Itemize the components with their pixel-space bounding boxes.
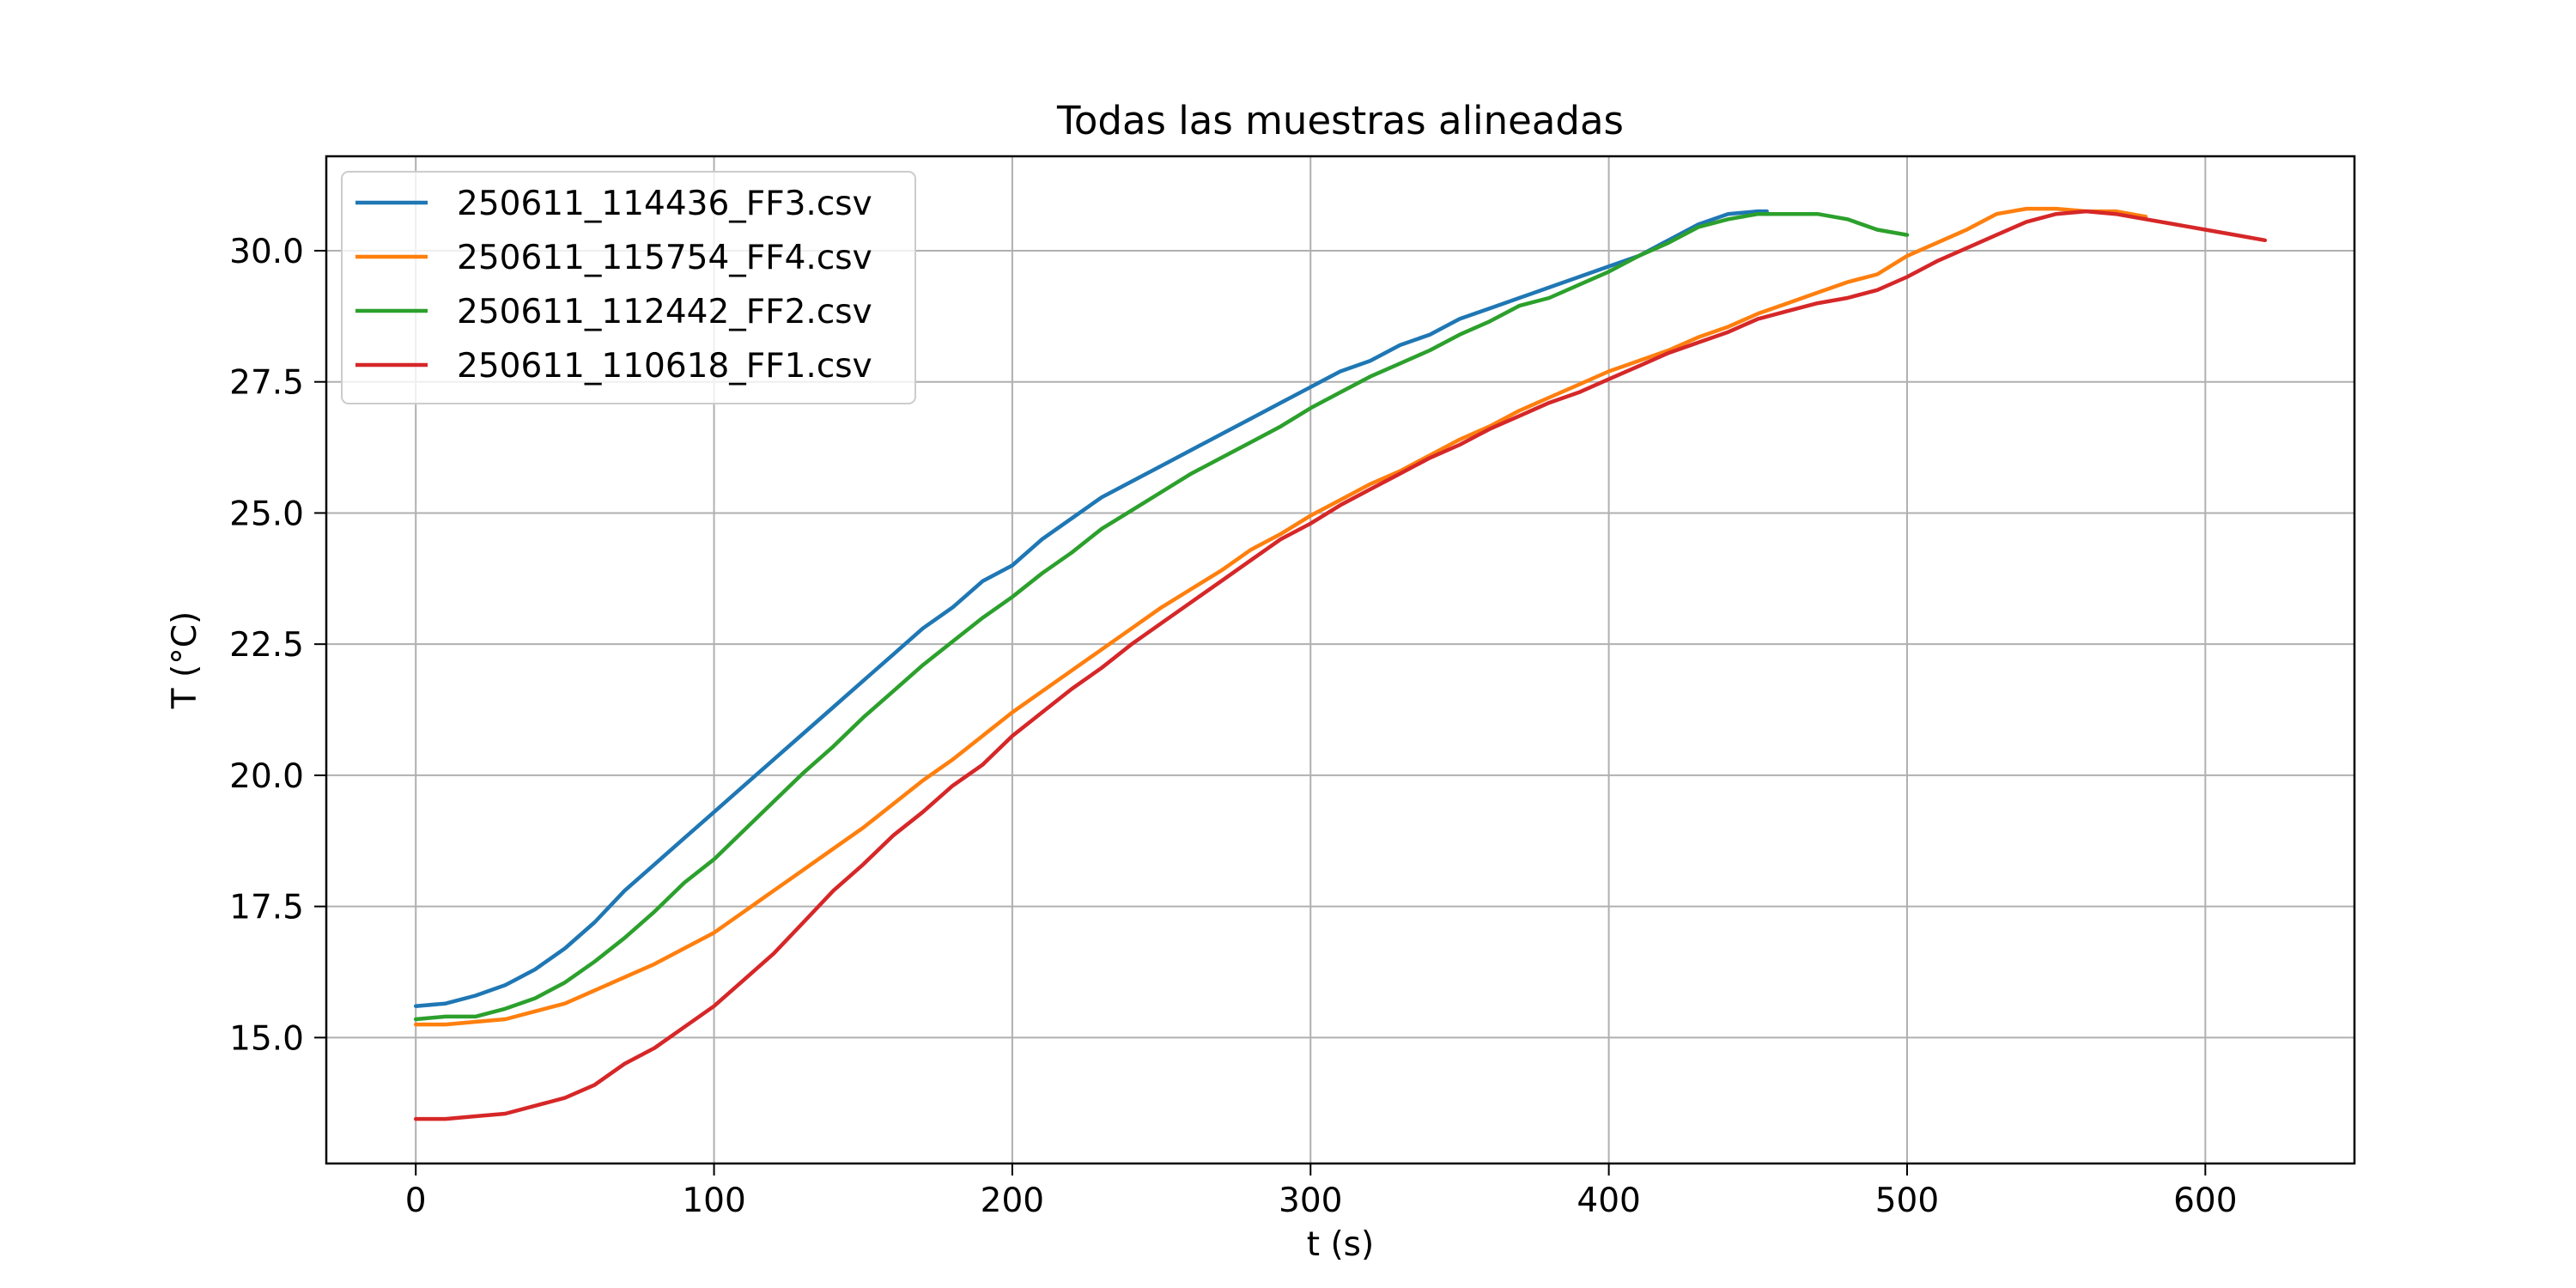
- y-tick-label: 27.5: [229, 364, 304, 403]
- series-line-3: [413, 211, 1910, 1022]
- y-tick-label: 20.0: [229, 757, 304, 796]
- legend-label-1: 250611_114436_FF3.csv: [457, 185, 872, 223]
- x-axis-label: t (s): [1307, 1225, 1374, 1264]
- y-tick-label: 22.5: [229, 626, 304, 665]
- legend-label-3: 250611_112442_FF2.csv: [457, 293, 872, 331]
- chart-title: Todas las muestras alineadas: [1056, 98, 1624, 143]
- y-tick-label: 15.0: [229, 1019, 304, 1058]
- y-tick-label: 25.0: [229, 495, 304, 533]
- y-tick-label: 17.5: [229, 889, 304, 927]
- x-tick-label: 600: [2173, 1182, 2237, 1220]
- legend-box: [341, 171, 916, 404]
- series-line-4: [413, 209, 2268, 1121]
- legend-label-2: 250611_115754_FF4.csv: [457, 239, 872, 277]
- x-tick-label: 300: [1279, 1182, 1342, 1220]
- x-tick-label: 200: [981, 1182, 1044, 1220]
- x-tick-label: 0: [405, 1182, 427, 1220]
- series-line-2: [413, 206, 2148, 1027]
- series-lines: [413, 206, 2268, 1121]
- x-tick-label: 100: [682, 1182, 745, 1220]
- grid: [326, 156, 2354, 1163]
- plot-area-frame: [325, 155, 2356, 1165]
- legend: 250611_114436_FF3.csv 250611_115754_FF4.c…: [341, 171, 916, 404]
- series-line-1: [413, 209, 1769, 1008]
- x-tick-label: 400: [1577, 1182, 1640, 1220]
- y-axis-label: T (°C): [166, 611, 204, 709]
- legend-label-4: 250611_110618_FF1.csv: [457, 347, 872, 386]
- x-tick-label: 500: [1875, 1182, 1939, 1220]
- axis-ticks: 0 100 200 300 400 500 600 15.0 17.5 20.0 22.5 25.0 2…: [229, 233, 2237, 1220]
- y-tick-label: 30.0: [229, 233, 304, 271]
